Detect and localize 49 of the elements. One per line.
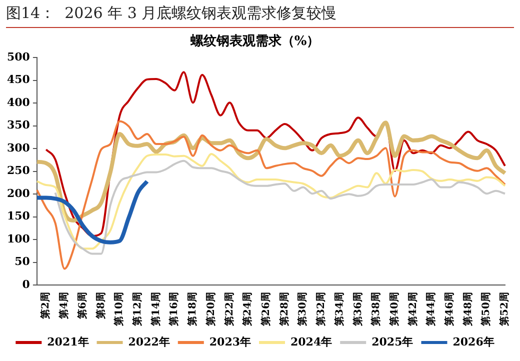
legend-label: 2024年 xyxy=(290,335,332,348)
y-tick-label: 300 xyxy=(6,141,30,154)
line-series xyxy=(45,71,506,237)
x-tick-label: 第38周 xyxy=(370,292,382,328)
x-tick-label: 第48周 xyxy=(462,292,474,328)
y-tick-label: 200 xyxy=(6,186,30,200)
x-tick-label: 第10周 xyxy=(113,292,126,328)
y-tick-label: 500 xyxy=(6,50,30,64)
y-tick-label: 350 xyxy=(6,118,30,132)
line-series xyxy=(34,179,150,244)
x-tick-label: 第22周 xyxy=(223,292,236,328)
y-tick-label: 150 xyxy=(6,210,30,223)
chart-subtitle: 螺纹钢表观需求（%） xyxy=(189,33,320,50)
x-tick-label: 第50周 xyxy=(480,292,492,328)
x-tick-label: 第2周 xyxy=(40,292,52,320)
y-tick-label: 50 xyxy=(14,255,30,268)
y-tick-label: 450 xyxy=(6,73,30,86)
x-tick-label: 第6周 xyxy=(76,292,88,320)
legend-label: 2023年 xyxy=(209,335,252,348)
x-tick-label: 第26周 xyxy=(260,292,272,328)
x-tick-label: 第12周 xyxy=(132,292,144,328)
x-tick-label: 第16周 xyxy=(168,292,180,328)
x-tick-label: 第34周 xyxy=(333,292,346,328)
y-tick-label: 0 xyxy=(22,278,30,291)
y-tick-label: 250 xyxy=(6,164,30,178)
x-tick-label: 第44周 xyxy=(425,292,438,328)
x-tick-label: 第4周 xyxy=(58,292,70,320)
x-tick-label: 第20周 xyxy=(204,292,217,328)
x-tick-label: 第42周 xyxy=(406,292,419,328)
x-tick-label: 第8周 xyxy=(94,292,107,320)
x-tick-label: 第46周 xyxy=(444,292,456,328)
x-tick-label: 第24周 xyxy=(242,292,254,328)
line-series xyxy=(36,120,506,270)
x-tick-label: 第52周 xyxy=(498,292,511,328)
y-tick-label: 100 xyxy=(6,232,30,246)
legend-label: 2026年 xyxy=(452,335,494,348)
legend-label: 2021年 xyxy=(47,335,89,348)
x-tick-label: 第30周 xyxy=(296,292,309,328)
x-tick-label: 第32周 xyxy=(315,292,328,328)
y-tick-label: 400 xyxy=(6,96,30,109)
legend-label: 2022年 xyxy=(128,335,170,348)
x-tick-label: 第18周 xyxy=(186,292,199,328)
x-tick-label: 第40周 xyxy=(388,292,400,328)
x-tick-label: 第14周 xyxy=(150,292,162,328)
line-series xyxy=(34,120,507,222)
x-tick-label: 第36周 xyxy=(352,292,364,328)
x-tick-label: 第28周 xyxy=(278,292,290,328)
chart-title: 图14： 2026 年 3 月底螺纹钢表观需求修复较慢 xyxy=(6,2,514,28)
legend-label: 2025年 xyxy=(372,335,414,348)
